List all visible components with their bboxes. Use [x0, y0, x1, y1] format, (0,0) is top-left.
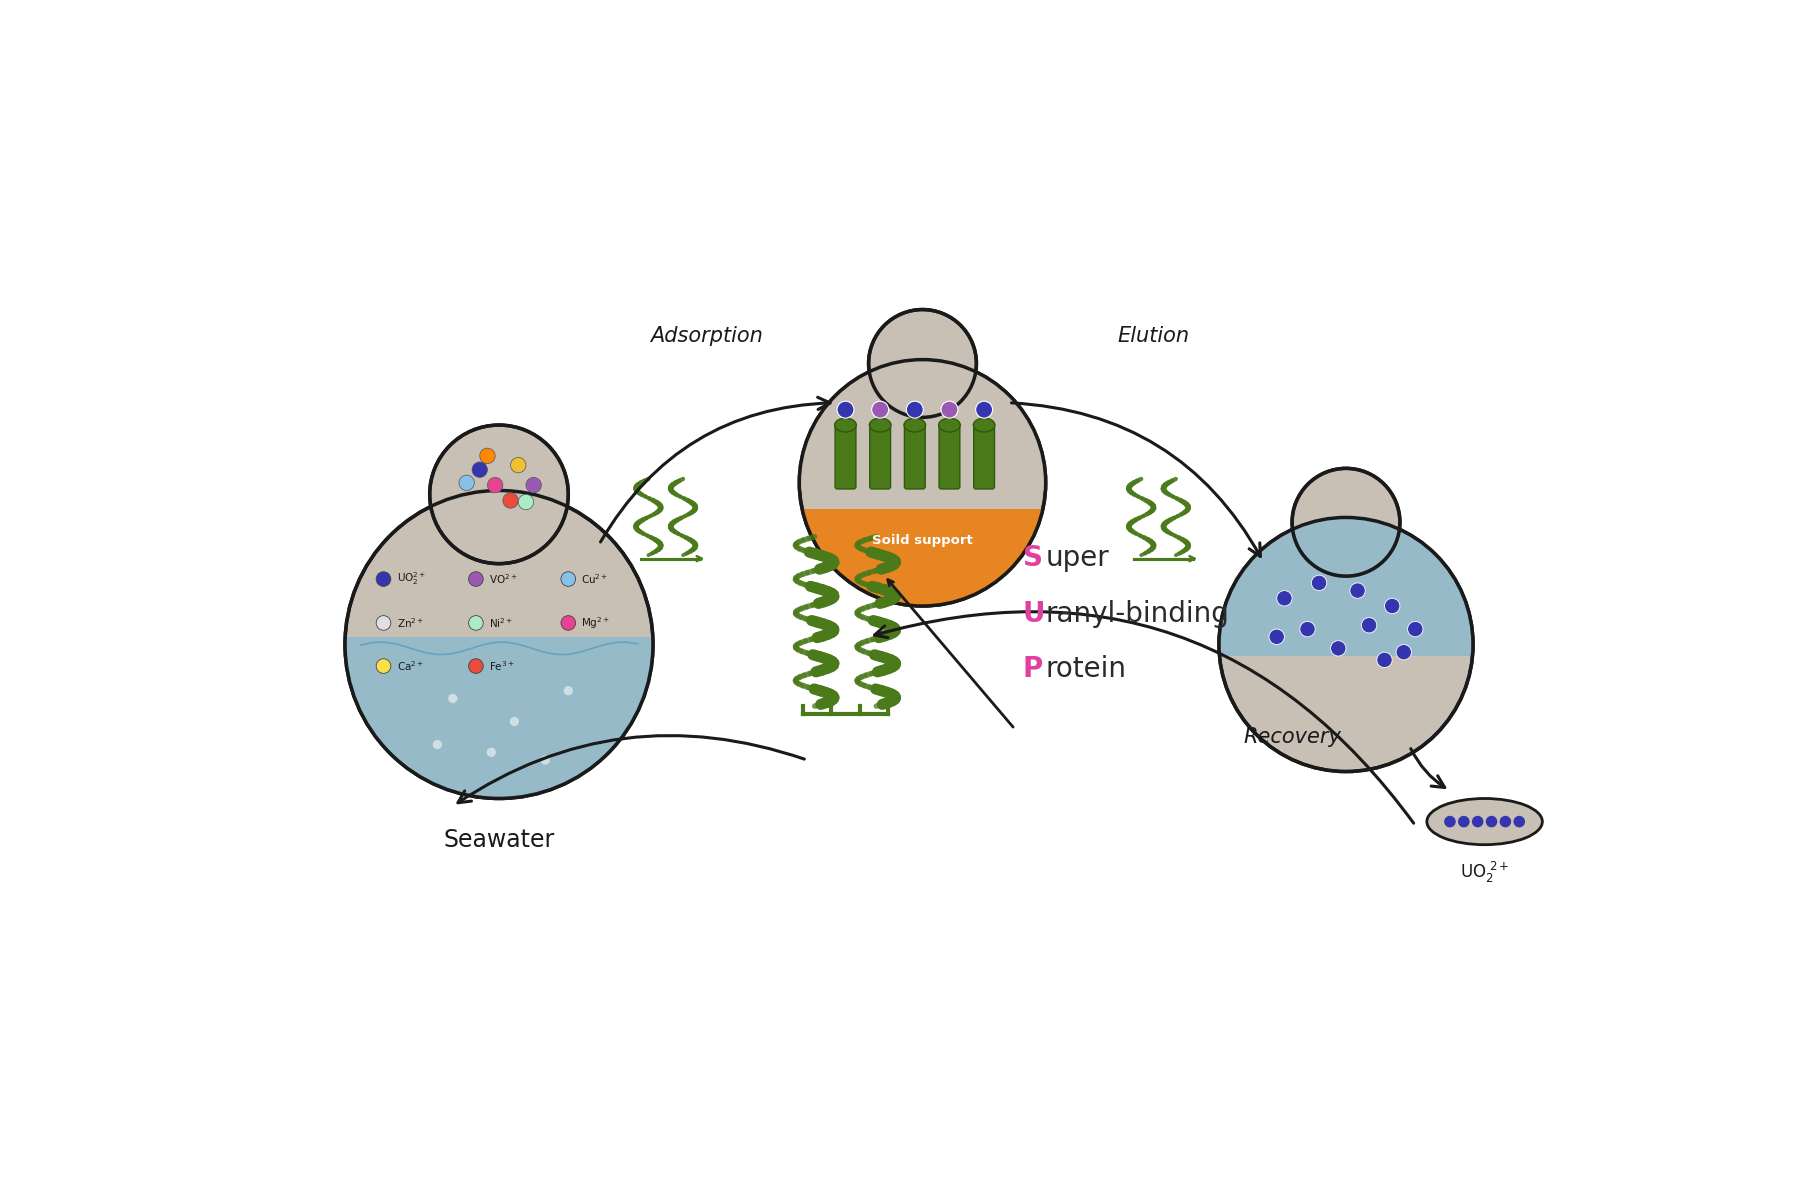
Text: Soild support: Soild support — [873, 534, 972, 547]
Circle shape — [518, 494, 533, 510]
Circle shape — [1485, 816, 1498, 827]
Circle shape — [1397, 644, 1411, 660]
Text: Fe$^{3+}$: Fe$^{3+}$ — [490, 659, 515, 673]
Text: Zn$^{2+}$: Zn$^{2+}$ — [396, 616, 423, 630]
Circle shape — [509, 716, 518, 726]
Text: VO$^{2+}$: VO$^{2+}$ — [490, 572, 518, 586]
Ellipse shape — [974, 418, 995, 432]
FancyBboxPatch shape — [974, 422, 994, 488]
Circle shape — [468, 571, 482, 587]
Circle shape — [1292, 468, 1400, 576]
Text: Mg$^{2+}$: Mg$^{2+}$ — [581, 616, 610, 631]
Circle shape — [1499, 816, 1512, 827]
Bar — [792, 343, 1053, 491]
Text: ranyl-binding: ranyl-binding — [1046, 600, 1229, 628]
Circle shape — [837, 401, 853, 418]
Circle shape — [869, 310, 976, 418]
Ellipse shape — [938, 418, 959, 432]
Text: P: P — [1022, 655, 1042, 683]
Circle shape — [562, 616, 576, 630]
Circle shape — [1269, 629, 1285, 644]
Circle shape — [1330, 641, 1346, 656]
Bar — [792, 509, 1053, 613]
FancyBboxPatch shape — [835, 422, 855, 488]
Circle shape — [432, 740, 443, 749]
Text: UO$_2^{2+}$: UO$_2^{2+}$ — [396, 571, 427, 588]
Circle shape — [540, 755, 549, 764]
Circle shape — [1361, 618, 1377, 632]
Ellipse shape — [1427, 798, 1543, 845]
Circle shape — [346, 491, 653, 798]
Text: uper: uper — [1046, 545, 1109, 572]
Bar — [1211, 491, 1481, 656]
Circle shape — [376, 616, 391, 630]
Circle shape — [1300, 622, 1316, 637]
Circle shape — [526, 478, 542, 493]
Circle shape — [459, 475, 475, 491]
Circle shape — [1276, 590, 1292, 606]
Circle shape — [976, 401, 992, 418]
FancyBboxPatch shape — [940, 422, 959, 488]
Circle shape — [511, 457, 526, 473]
Circle shape — [448, 694, 457, 703]
Text: Recovery: Recovery — [1244, 727, 1341, 746]
Circle shape — [468, 659, 482, 673]
Circle shape — [430, 425, 569, 564]
Circle shape — [468, 616, 482, 630]
Circle shape — [1514, 816, 1525, 827]
Ellipse shape — [904, 418, 925, 432]
Text: Adsorption: Adsorption — [650, 326, 763, 347]
Circle shape — [1312, 575, 1327, 590]
FancyBboxPatch shape — [904, 422, 925, 488]
Circle shape — [481, 448, 495, 463]
Circle shape — [1350, 583, 1364, 599]
Circle shape — [1472, 816, 1483, 827]
Circle shape — [486, 748, 497, 757]
Circle shape — [799, 360, 1046, 606]
Ellipse shape — [835, 418, 857, 432]
Circle shape — [1219, 517, 1472, 772]
Text: U: U — [1022, 600, 1046, 628]
Circle shape — [488, 478, 502, 493]
Circle shape — [1384, 599, 1400, 613]
Circle shape — [472, 462, 488, 478]
Circle shape — [1377, 653, 1391, 667]
Circle shape — [871, 401, 889, 418]
Circle shape — [907, 401, 923, 418]
Circle shape — [502, 493, 518, 509]
Text: S: S — [1022, 545, 1042, 572]
FancyBboxPatch shape — [869, 422, 891, 488]
Circle shape — [1444, 816, 1456, 827]
Text: Cu$^{2+}$: Cu$^{2+}$ — [581, 572, 608, 586]
Circle shape — [376, 659, 391, 673]
Circle shape — [941, 401, 958, 418]
Text: rotein: rotein — [1046, 655, 1127, 683]
Text: Ca$^{2+}$: Ca$^{2+}$ — [396, 659, 423, 673]
Circle shape — [1408, 622, 1424, 637]
Circle shape — [563, 686, 572, 695]
Text: UO$_2^{\ 2+}$: UO$_2^{\ 2+}$ — [1460, 860, 1508, 886]
Bar — [337, 637, 661, 806]
Circle shape — [1458, 816, 1469, 827]
Text: Elution: Elution — [1118, 326, 1190, 347]
Ellipse shape — [869, 418, 891, 432]
Circle shape — [562, 571, 576, 587]
Text: Seawater: Seawater — [443, 828, 554, 852]
Text: Ni$^{2+}$: Ni$^{2+}$ — [490, 616, 513, 630]
Circle shape — [376, 571, 391, 587]
